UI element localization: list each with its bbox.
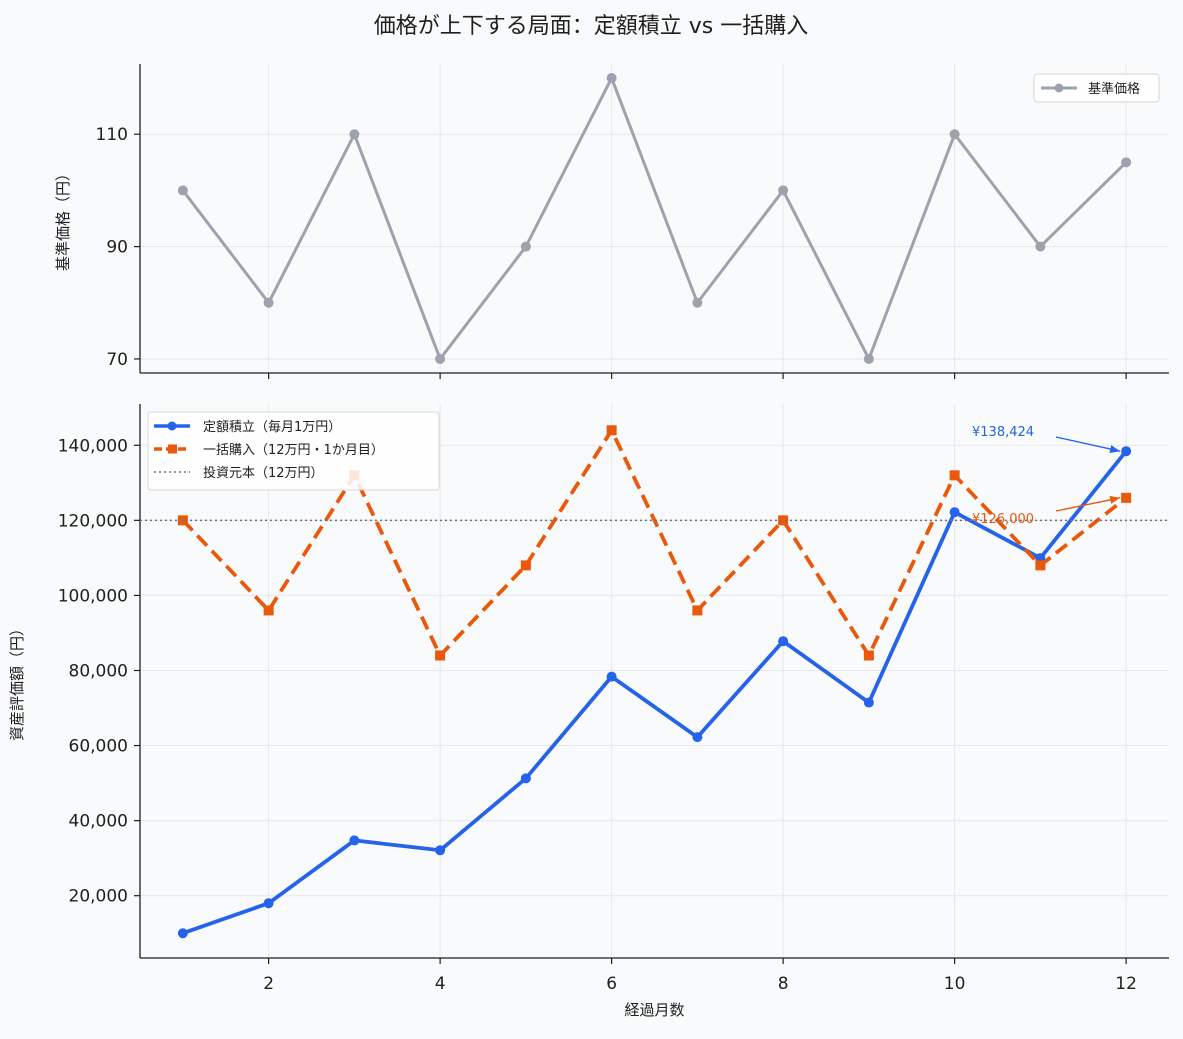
y-axis-title: 資産評価額（円） (8, 621, 26, 741)
series-line (182, 450, 1128, 936)
legend-marker (167, 421, 177, 431)
x-tick-label: 6 (606, 974, 617, 994)
data-point (949, 129, 960, 140)
data-point (778, 185, 789, 196)
x-tick-label: 2 (263, 974, 274, 994)
x-tick-label: 10 (944, 974, 966, 994)
y-tick-label: 110 (96, 125, 128, 145)
data-point (263, 605, 274, 616)
data-point (1121, 157, 1132, 168)
x-tick-label: 12 (1115, 974, 1137, 994)
y-tick-label: 100,000 (58, 586, 128, 606)
data-point (177, 928, 188, 939)
legend-label: 基準価格 (1088, 81, 1140, 97)
y-tick-label: 20,000 (69, 887, 128, 907)
data-point (177, 515, 188, 526)
y-tick-label: 60,000 (69, 737, 128, 757)
data-point (263, 297, 274, 308)
legend-label: 定額積立（毎月1万円） (203, 419, 341, 435)
legend-box (147, 411, 440, 491)
annotation-arrowhead (1109, 445, 1121, 453)
chart-title: 価格が上下する局面：定額積立 vs 一括購入 (374, 14, 808, 39)
data-point (606, 73, 617, 84)
legend: 基準価格 (1033, 73, 1160, 103)
annotation-arrow (1055, 497, 1121, 512)
data-point (1035, 241, 1046, 252)
legend-label: 投資元本（12万円） (203, 465, 324, 481)
legend: 定額積立（毎月1万円） 一括購入（12万円・1か月目） 投資元本（12万円） (147, 411, 440, 491)
data-point (177, 185, 188, 196)
annotation-arrow (1055, 436, 1121, 452)
data-point (778, 515, 789, 526)
data-point (692, 297, 703, 308)
data-point (1035, 560, 1046, 571)
x-axis-title: 経過月数 (624, 1001, 684, 1019)
legend-label: 一括購入（12万円・1か月目） (203, 443, 384, 458)
data-point (1121, 492, 1132, 503)
data-point (435, 845, 446, 856)
annotation-label: ¥138,424 (972, 425, 1034, 440)
y-tick-label: 80,000 (69, 661, 128, 681)
data-point (263, 898, 274, 909)
y-axis-title: 基準価格（円） (54, 166, 72, 271)
legend-box (1033, 73, 1160, 103)
data-point (520, 560, 531, 571)
data-point (692, 605, 703, 616)
data-point (863, 697, 874, 708)
y-tick-label: 40,000 (69, 812, 128, 832)
data-point (606, 671, 617, 682)
legend-marker (1054, 83, 1064, 93)
data-point (520, 773, 531, 784)
data-point (949, 470, 960, 481)
data-point (349, 129, 360, 140)
data-point (435, 650, 446, 661)
annotation-label: ¥126,000 (972, 512, 1034, 527)
price-panel: 70 90 110 基準価格（円） 基準価格 (54, 64, 1169, 379)
y-tick-label: 140,000 (58, 436, 128, 456)
data-point (863, 650, 874, 661)
data-point (606, 425, 617, 436)
data-point (349, 835, 360, 846)
data-point (949, 507, 960, 518)
asset-panel: 2 4 6 8 10 12 20,000 40,000 60,000 80,000 100,000 1… (8, 404, 1169, 1019)
data-point (520, 241, 531, 252)
y-tick-label: 70 (106, 350, 128, 370)
x-tick-label: 4 (435, 974, 446, 994)
y-tick-label: 120,000 (58, 511, 128, 531)
data-point (692, 732, 703, 743)
series-line (181, 76, 1128, 361)
annotation-arrowhead (1109, 495, 1121, 504)
data-point (435, 353, 446, 364)
y-tick-label: 90 (106, 238, 128, 258)
data-point (1121, 446, 1132, 457)
data-point (778, 636, 789, 647)
data-point (863, 353, 874, 364)
legend-marker (168, 444, 177, 454)
series-line (181, 428, 1128, 658)
x-tick-label: 8 (778, 974, 789, 994)
